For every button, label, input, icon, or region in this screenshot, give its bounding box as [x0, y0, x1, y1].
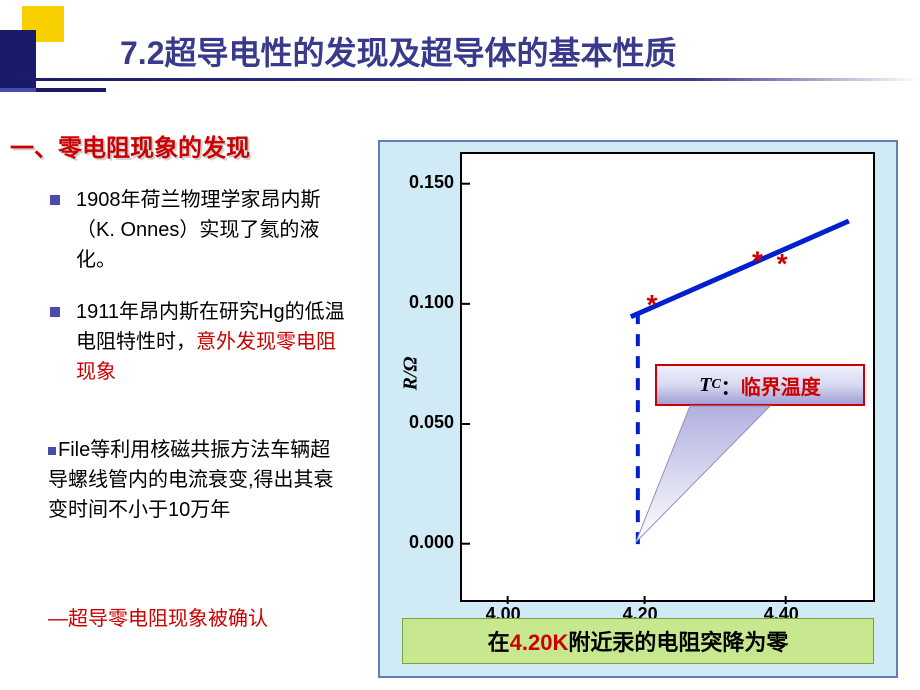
title-underline — [0, 78, 920, 81]
y-axis-label: R/Ω — [399, 357, 422, 391]
bullet-item: 1911年昂内斯在研究Hg的低温电阻特性时，意外发现零电阻现象 — [50, 297, 350, 387]
bullet-marker-icon — [50, 307, 60, 317]
callout-box: TC：临界温度 — [655, 364, 865, 406]
bullet-item: 1908年荷兰物理学家昂内斯（K. Onnes）实现了氦的液化。 — [50, 185, 350, 275]
svg-text:*: * — [777, 248, 788, 279]
slide-title: 7.2超导电性的发现及超导体的基本性质 — [120, 28, 900, 74]
y-tick-label: 0.050 — [384, 412, 454, 433]
bullet-marker-icon — [48, 447, 56, 455]
corner-decoration — [0, 0, 120, 120]
chart-caption: 在4.20K附近汞的电阻突降为零 — [402, 618, 874, 664]
content-left-column: 1908年荷兰物理学家昂内斯（K. Onnes）实现了氦的液化。 1911年昂内… — [50, 185, 350, 409]
y-tick-label: 0.100 — [384, 292, 454, 313]
critical-temp-callout: TC：临界温度 — [655, 364, 865, 406]
bullet-text: 1911年昂内斯在研究Hg的低温电阻特性时，意外发现零电阻现象 — [76, 297, 350, 387]
svg-text:*: * — [646, 289, 657, 320]
section-heading: 一、零电阻现象的发现 — [10, 128, 250, 163]
chart-panel: R/Ω T /K *** 0.1500.1000.0500.000 4.004.… — [378, 140, 898, 678]
confirmation-line: —超导零电阻现象被确认 — [48, 602, 268, 631]
y-tick-label: 0.150 — [384, 172, 454, 193]
bullet-text: 1908年荷兰物理学家昂内斯（K. Onnes）实现了氦的液化。 — [76, 185, 350, 275]
bullet-marker-icon — [50, 195, 60, 205]
y-tick-label: 0.000 — [384, 532, 454, 553]
svg-text:*: * — [752, 246, 763, 277]
paragraph-nmr: File等利用核磁共振方法车辆超导螺线管内的电流衰变,得出其衰变时间不小于10万… — [48, 435, 348, 525]
